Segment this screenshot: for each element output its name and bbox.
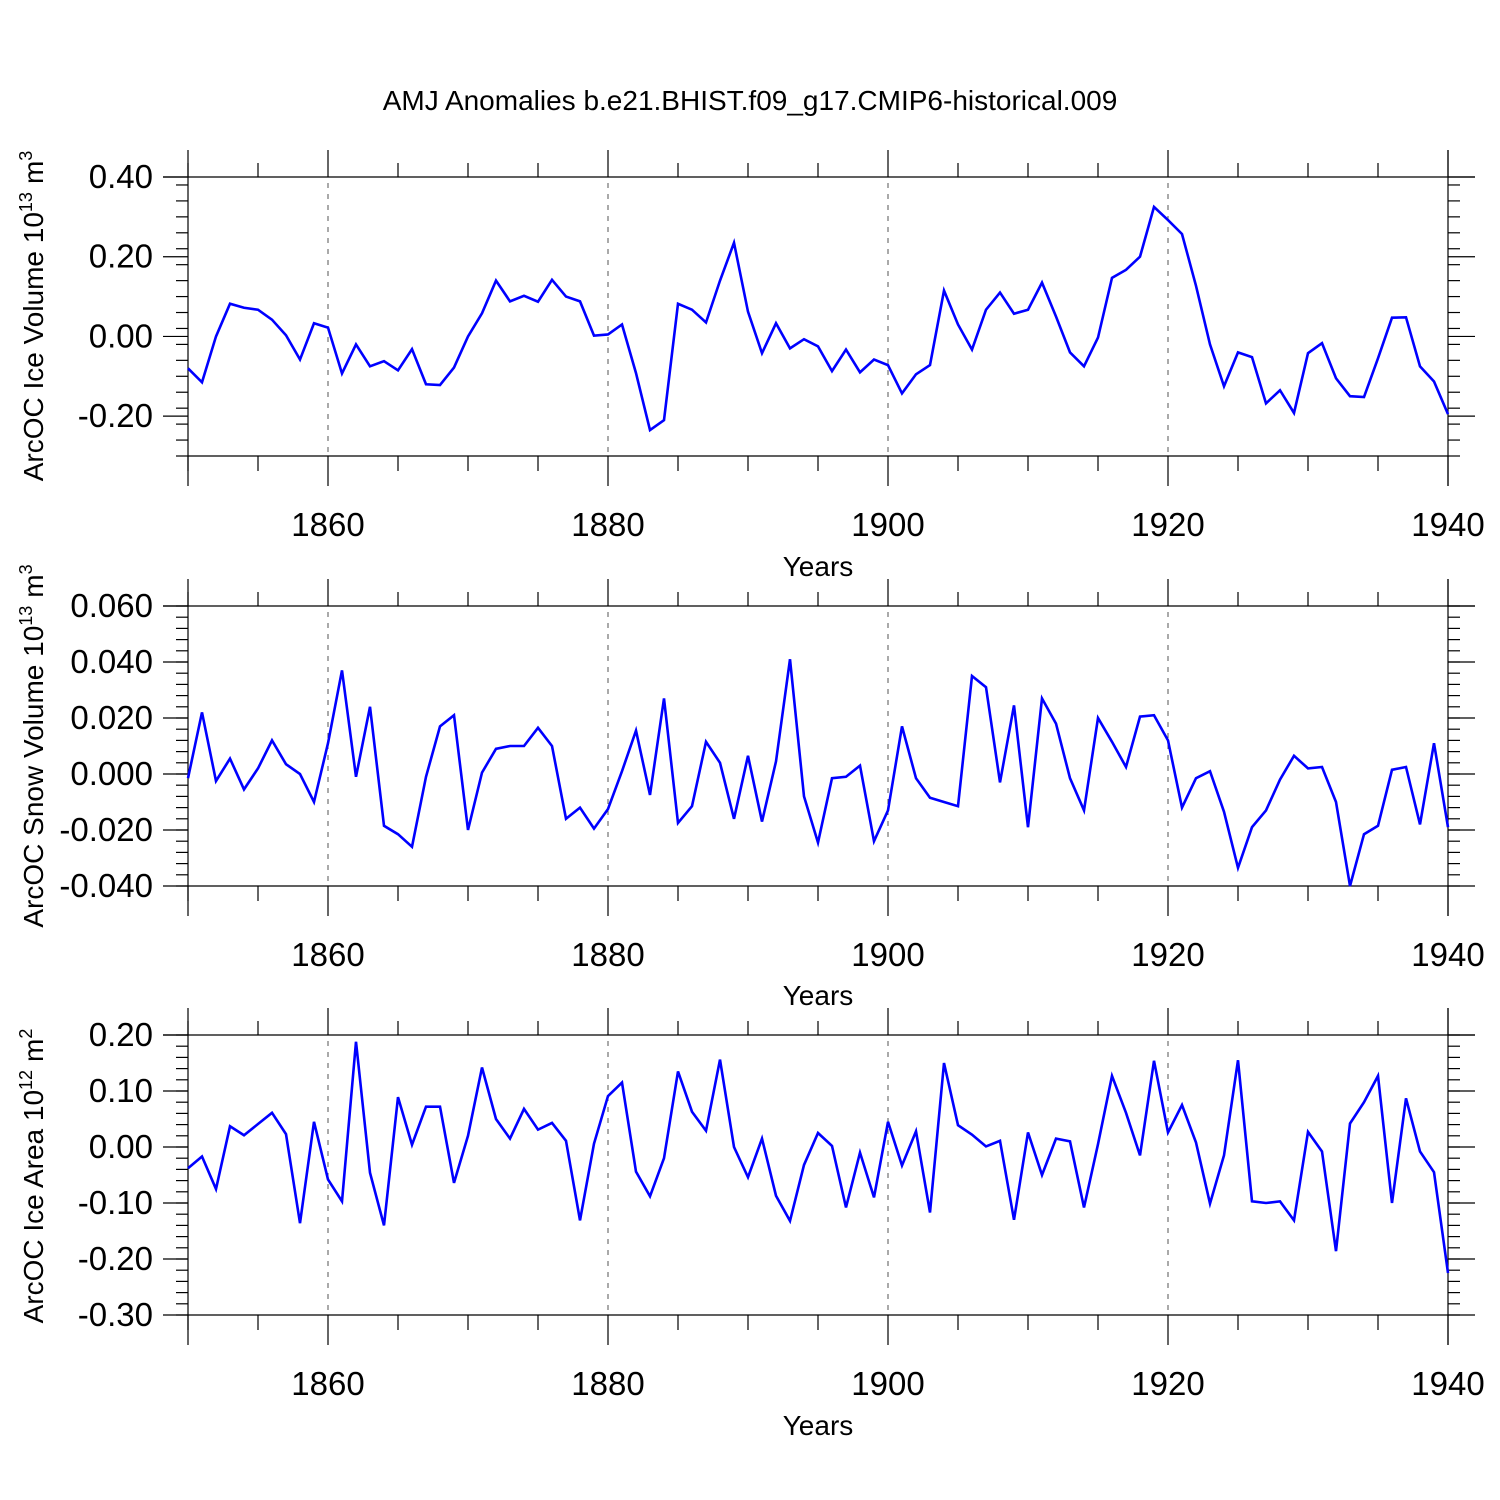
x-tick-label: 1900 — [851, 1365, 924, 1402]
ylabel-main: ArcOC Ice Area 10 — [18, 1090, 49, 1323]
ylabel-unit: m — [18, 574, 49, 597]
panel-snow-volume: ArcOC Snow Volume 1013 m3 Years -0.040 -0.… — [16, 564, 1485, 1011]
ylabel-exponent: 13 — [16, 192, 36, 212]
x-tick-label: 1860 — [291, 506, 364, 543]
x-tick-label: 1880 — [571, 506, 644, 543]
xlabel-snow-volume: Years — [783, 980, 854, 1011]
y-tick-label: -0.20 — [78, 1240, 153, 1277]
x-tick-label: 1940 — [1411, 936, 1484, 973]
x-tick-label: 1860 — [291, 936, 364, 973]
panel-ice-area: ArcOC Ice Area 1012 m2 Years -0.30 -0.20 -0… — [16, 1008, 1485, 1441]
ylabel-exponent: 13 — [16, 606, 36, 626]
ylabel-exponent: 12 — [16, 1070, 36, 1090]
ylabel-unit-exponent: 3 — [16, 564, 36, 574]
panel-ice-volume: ArcOC Ice Volume 1013m3 Years -0.200.000… — [16, 150, 1485, 582]
y-tick-label: 0.00 — [89, 317, 153, 354]
y-tick-label: 0.20 — [89, 1016, 153, 1053]
ylabel-unit-exponent: 3 — [16, 151, 36, 161]
series-line-ice-volume — [187, 204, 1450, 433]
x-tick-label: 1920 — [1131, 506, 1204, 543]
x-tick-label: 1940 — [1411, 506, 1484, 543]
ylabel-unit: m — [18, 1039, 49, 1062]
x-tick-label: 1920 — [1131, 1365, 1204, 1402]
x-tick-label: 1920 — [1131, 936, 1204, 973]
y-tick-label: -0.20 — [78, 397, 153, 434]
y-tick-label: 0.060 — [70, 587, 153, 624]
y-tick-label: -0.30 — [78, 1296, 153, 1333]
y-tick-label: 0.10 — [89, 1072, 153, 1109]
ylabel-ice-area: ArcOC Ice Area 1012 m2 — [16, 1029, 49, 1324]
ylabel-ice-volume: ArcOC Ice Volume 1013 m3 — [16, 151, 49, 482]
x-tick-label: 1880 — [571, 1365, 644, 1402]
ylabel-main: ArcOC Snow Volume 10 — [18, 626, 49, 928]
y-tick-label: 0.040 — [70, 643, 153, 680]
y-tick-label: -0.10 — [78, 1184, 153, 1221]
chart-title: AMJ Anomalies b.e21.BHIST.f09_g17.CMIP6-… — [383, 85, 1118, 116]
x-tick-label: 1900 — [851, 936, 924, 973]
y-tick-label: -0.040 — [59, 867, 153, 904]
xlabel-ice-area: Years — [783, 1410, 854, 1441]
series-line-ice-area — [187, 1041, 1450, 1274]
ylabel-unit: m — [18, 161, 49, 184]
y-tick-label: 0.20 — [89, 238, 153, 275]
x-tick-label: 1880 — [571, 936, 644, 973]
x-tick-label: 1860 — [291, 1365, 364, 1402]
x-tick-label: 1940 — [1411, 1365, 1484, 1402]
y-tick-label: 0.40 — [89, 158, 153, 195]
y-tick-label: -0.020 — [59, 811, 153, 848]
xlabel-ice-volume: Years — [783, 551, 854, 582]
y-tick-label: 0.000 — [70, 755, 153, 792]
ylabel-unit-exponent: 2 — [16, 1029, 36, 1039]
y-tick-label: 0.00 — [89, 1128, 153, 1165]
series-line-snow-volume — [186, 659, 1450, 887]
ylabel-snow-volume: ArcOC Snow Volume 1013 m3 — [16, 564, 49, 927]
x-tick-label: 1900 — [851, 506, 924, 543]
y-tick-label: 0.020 — [70, 699, 153, 736]
ylabel-main: ArcOC Ice Volume 10 — [18, 212, 49, 481]
